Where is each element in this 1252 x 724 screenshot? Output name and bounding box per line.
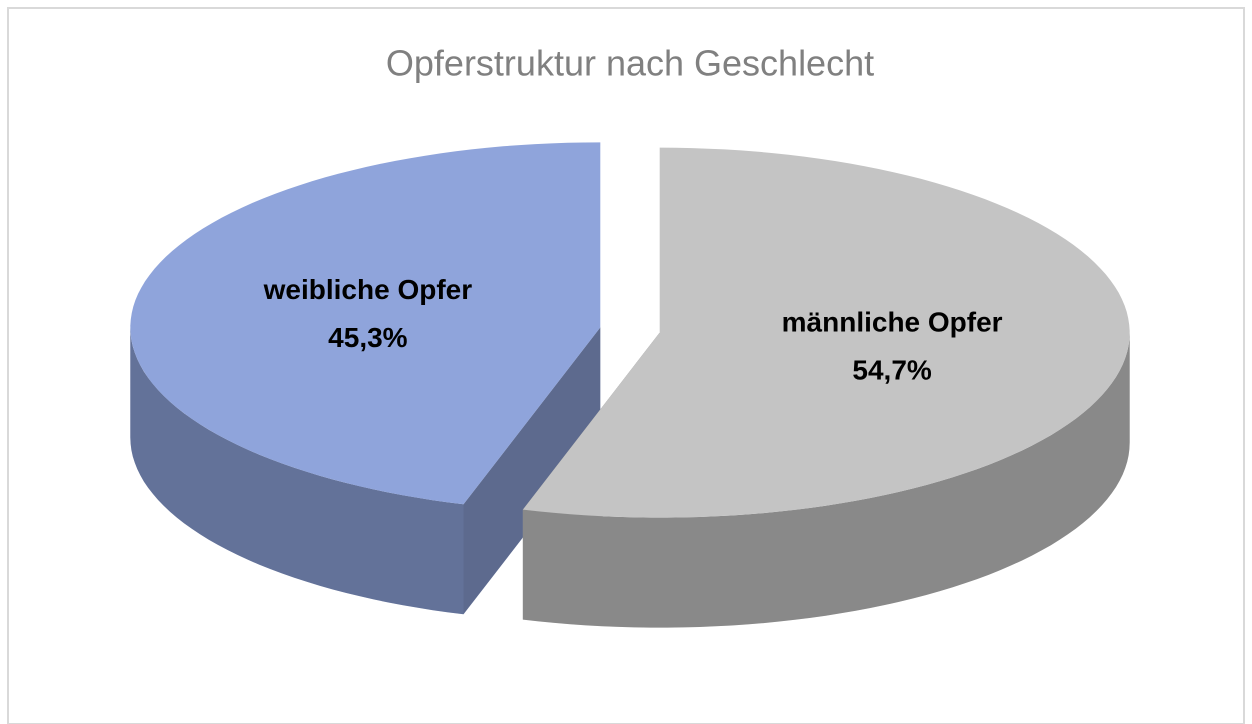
slice-wall bbox=[522, 332, 1130, 628]
top-faces bbox=[130, 142, 1130, 518]
slice-value-label: 45,3% bbox=[328, 322, 407, 353]
slice-value-label: 54,7% bbox=[852, 355, 931, 386]
slice-wall-shade bbox=[130, 327, 464, 615]
outer-walls bbox=[130, 327, 1130, 628]
slice-wall-shade bbox=[522, 332, 1130, 628]
slice-cut-shade bbox=[463, 327, 601, 615]
slice-wall bbox=[130, 327, 464, 615]
slice-category-label: männliche Opfer bbox=[782, 307, 1003, 338]
slice-cut-face bbox=[463, 327, 601, 615]
labels: weibliche Opfer 45,3% männliche Opfer 54,7% bbox=[263, 274, 1003, 386]
slice bbox=[522, 147, 1130, 518]
slice-category-label: weibliche Opfer bbox=[263, 274, 473, 305]
chart-title: Opferstruktur nach Geschlecht bbox=[386, 43, 874, 84]
slice bbox=[130, 142, 601, 505]
